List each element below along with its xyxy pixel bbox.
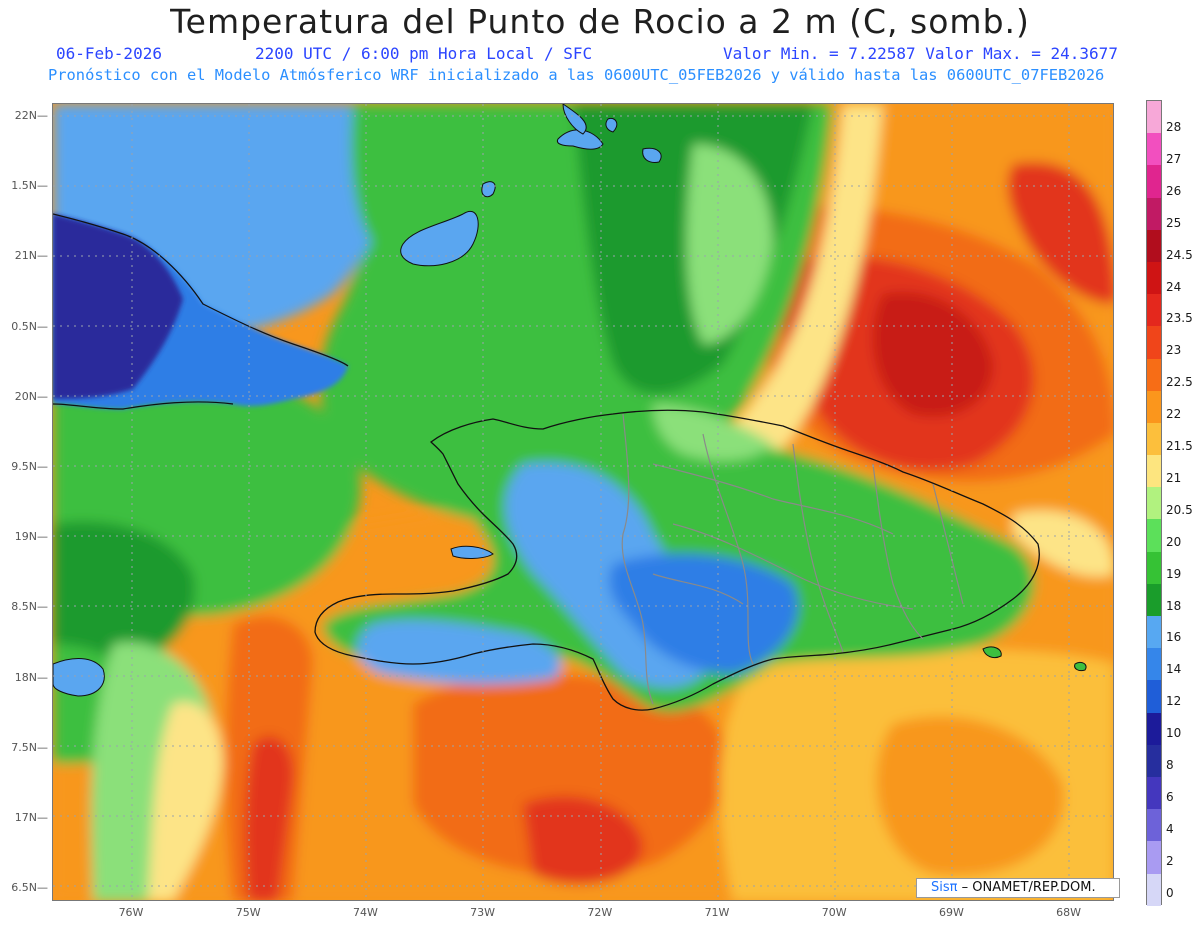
lat-label: 8.5N— [11,600,48,614]
colorbar-segment [1147,519,1161,552]
hispaniola-coastline [314,409,1040,711]
cuba-shading [53,213,349,410]
colorbar-level-label: 0 [1166,885,1174,900]
lat-label: 19N— [14,530,48,544]
colorbar-segment [1147,712,1161,745]
colorbar-level-label: 27 [1166,151,1182,166]
colorbar-segment [1147,680,1161,713]
dewpoint-shading [53,104,1113,900]
credit-brand: Sisπ [931,880,958,895]
colorbar-level-label: 14 [1166,662,1182,677]
min-max-values: Valor Min. = 7.22587 Valor Max. = 24.367… [723,44,1118,63]
credit-box: Sisπ – ONAMET/REP.DOM. [916,878,1120,898]
colorbar-segment [1147,487,1161,520]
colorbar-level-label: 8 [1166,758,1174,772]
colorbar-segment [1147,261,1161,295]
colorbar-level-label: 10 [1166,726,1182,741]
lon-label: 74W [352,906,378,919]
valid-time: 2200 UTC / 6:00 pm Hora Local / SFC [255,44,593,63]
model-run-info: Pronóstico con el Modelo Atmósferico WRF… [48,66,1105,84]
lat-label: 7.5N— [11,740,48,754]
lon-label: 68W [1056,906,1082,919]
colorbar-segment [1147,133,1161,166]
valid-date: 06-Feb-2026 [56,44,162,63]
map-title: Temperatura del Punto de Rocio a 2 m (C,… [170,2,1030,41]
lat-label: 22N— [14,109,48,122]
colorbar-level-label: 4 [1166,821,1174,836]
colorbar-segment [1147,358,1161,391]
colorbar-level-label: 23 [1166,343,1182,358]
colorbar-level-label: 19 [1166,566,1182,581]
colorbar-segment [1147,648,1161,681]
jamaica-outline [53,658,105,697]
colorbar-level-label: 22 [1166,407,1182,422]
lon-label: 70W [821,906,847,919]
lat-label: 1.5N— [11,179,48,193]
lon-label: 73W [470,906,496,919]
islands-north [400,104,662,267]
colorbar-level-label: 20.5 [1166,502,1193,517]
colorbar-level-label: 6 [1166,789,1174,804]
colorbar-segment [1147,326,1161,359]
lat-label: 20N— [14,389,48,403]
colorbar-segment [1147,583,1161,616]
colorbar [1146,100,1162,906]
colorbar-level-label: 22.5 [1166,375,1193,390]
colorbar-level-label: 24.5 [1166,247,1193,262]
colorbar-segment [1147,551,1161,584]
colorbar-level-label: 20 [1166,534,1182,549]
colorbar-level-label: 21.5 [1166,439,1193,453]
colorbar-level-label: 18 [1166,598,1182,613]
lat-label: 9.5N— [11,460,48,473]
lat-label: 18N— [14,670,48,684]
colorbar-segment [1147,455,1161,488]
colorbar-segment [1147,873,1161,906]
colorbar-segment [1147,776,1161,810]
colorbar-segment [1147,101,1161,134]
colorbar-level-label: 24 [1166,279,1182,294]
lon-label: 72W [587,906,613,919]
colorbar-level-label: 2 [1166,853,1174,868]
dewpoint-field [53,104,1113,900]
lat-label: 6.5N— [11,881,48,895]
lon-label: 69W [938,906,964,919]
colorbar-segment [1147,165,1161,198]
colorbar-level-label: 28 [1166,120,1182,134]
colorbar-segment [1147,197,1161,230]
dewpoint-map[interactable] [52,103,1114,901]
saona-island [982,646,1002,659]
lat-label: 21N— [14,249,48,263]
colorbar-segment [1147,229,1161,262]
lat-label: 17N— [14,811,48,824]
lon-label: 76W [118,906,144,919]
lon-label: 71W [704,906,730,919]
colorbar-segment [1147,841,1161,874]
colorbar-level-label: 21 [1166,470,1182,485]
colorbar-level-label: 26 [1166,183,1182,198]
colorbar-segment [1147,422,1161,456]
graticule [53,104,1113,900]
province-borders [621,413,964,705]
lon-label: 75W [235,906,261,919]
colorbar-segment [1147,294,1161,327]
colorbar-segment [1147,390,1161,423]
lat-label: 0.5N— [11,319,48,333]
colorbar-level-label: 23.5 [1166,311,1193,326]
colorbar-segment [1147,744,1161,777]
colorbar-level-label: 16 [1166,630,1182,645]
credit-text: – ONAMET/REP.DOM. [957,880,1096,895]
mona-island [1074,661,1087,672]
colorbar-level-label: 12 [1166,694,1182,709]
colorbar-level-label: 25 [1166,215,1182,230]
gonave-island [450,545,494,559]
colorbar-segment [1147,809,1161,842]
colorbar-segment [1147,616,1161,649]
